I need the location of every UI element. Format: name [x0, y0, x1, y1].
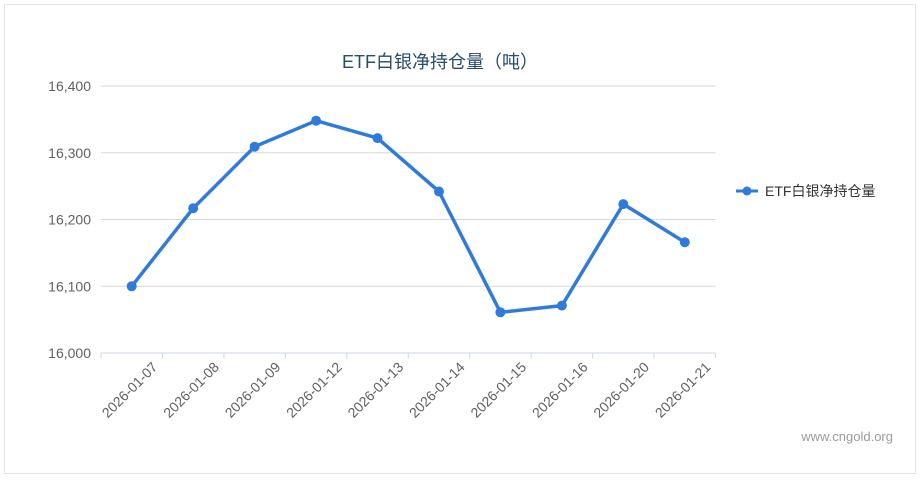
- data-point[interactable]: [126, 281, 137, 292]
- data-point[interactable]: [188, 203, 199, 214]
- legend-label: ETF白银净持仓量: [765, 183, 876, 199]
- x-axis-label: 2026-01-15: [467, 359, 529, 421]
- legend-item[interactable]: ETF白银净持仓量: [735, 181, 875, 201]
- data-point[interactable]: [495, 307, 506, 318]
- series-line: [129, 118, 687, 315]
- watermark: www.cngold.org: [801, 429, 893, 444]
- chart-title: ETF白银净持仓量（吨）: [342, 52, 538, 72]
- y-axis-label: 16,000: [48, 345, 91, 361]
- data-point[interactable]: [556, 300, 567, 311]
- y-axis-label: 16,300: [48, 145, 91, 161]
- data-point[interactable]: [618, 199, 629, 210]
- data-point[interactable]: [434, 186, 444, 197]
- data-point[interactable]: [249, 141, 260, 152]
- y-axis-label: 16,400: [48, 78, 91, 94]
- y-axis-label: 16,100: [48, 278, 91, 294]
- panel-border: [4, 4, 916, 474]
- x-axis-label: 2026-01-14: [406, 359, 468, 421]
- x-axis-label: 2026-01-20: [590, 359, 652, 421]
- data-point[interactable]: [679, 237, 690, 248]
- x-axis-label: 2026-01-13: [344, 359, 406, 421]
- x-axis-label: 2026-01-09: [222, 359, 284, 421]
- x-axis-label: 2026-01-21: [652, 359, 714, 421]
- y-axis-label: 16,200: [48, 212, 91, 228]
- x-axis-label: 2026-01-08: [160, 359, 222, 421]
- x-axis-label: 2026-01-07: [99, 359, 161, 421]
- x-axis-label: 2026-01-12: [283, 359, 345, 421]
- data-point[interactable]: [372, 133, 383, 144]
- x-axis-label: 2026-01-16: [529, 359, 591, 421]
- legend-marker-icon: [736, 186, 758, 196]
- data-point[interactable]: [311, 115, 322, 126]
